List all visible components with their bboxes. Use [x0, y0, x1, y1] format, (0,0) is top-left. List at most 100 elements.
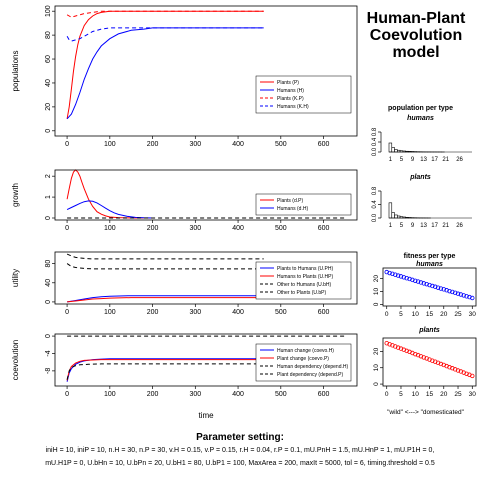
figure-title-line: Coevolution: [369, 27, 463, 44]
panel-subtitle: plants: [409, 174, 431, 181]
x-tick-label: 21: [442, 157, 449, 163]
scatter-point: [450, 289, 455, 295]
scatter-point: [438, 361, 444, 367]
y-tick-label: 0: [373, 302, 380, 306]
panel-subtitle: plants: [418, 327, 440, 334]
scatter-point: [404, 275, 409, 281]
scatter-point: [393, 272, 398, 277]
x-tick-label: 21: [442, 223, 449, 229]
series-line: [66, 200, 153, 219]
scatter-point: [413, 351, 418, 357]
scatter-point: [413, 278, 418, 283]
scatter-point: [430, 358, 435, 363]
legend-entry: Other to Plants (U.bP): [277, 290, 327, 296]
legend-box: [255, 193, 352, 216]
legend-entry: Other to Humans (U.bH): [277, 282, 332, 288]
scatter-point: [398, 274, 404, 279]
scatter-point: [447, 365, 452, 370]
y-axis-label: populations: [11, 51, 20, 92]
panel-title: population per type: [388, 105, 453, 112]
coevolution-panel: 0 100 200 300 400 500 600 0 -4 -8 coevolution time H…: [11, 334, 352, 420]
figure-title-line: Human-Plant: [366, 10, 466, 27]
x-tick-label: 0: [385, 311, 389, 318]
y-axis-label: growth: [11, 183, 20, 207]
x-tick-label: 600: [318, 141, 330, 148]
x-tick-label: 200: [147, 309, 159, 316]
x-tick-label: 15: [426, 311, 434, 318]
y-tick-label: 20: [45, 103, 52, 111]
x-tick-label: 9: [411, 223, 415, 229]
x-tick-label: 600: [318, 225, 330, 232]
parameter-line-1: iniH = 10, iniP = 10, n.H = 30, n.P = 30…: [45, 447, 435, 454]
scatter-point: [395, 345, 401, 350]
y-tick-label: 60: [45, 55, 52, 63]
x-tick-label: 0: [65, 391, 69, 398]
legend-entry: Plant dependency (depend.P): [277, 372, 343, 378]
y-tick-label: 20: [373, 275, 380, 283]
x-tick-label: 300: [189, 225, 201, 232]
population-per-type-plants-panel: 0.0 0.4 0.8 1 5 9 13 17 21 26 plants: [372, 174, 472, 229]
legend-entry: Plant change (coevo.P): [277, 356, 329, 362]
scatter-point: [435, 285, 441, 290]
scatter-point: [447, 288, 452, 294]
y-tick-label: 80: [45, 260, 52, 268]
x-tick-label: 200: [147, 225, 159, 232]
figure-title: Human-Plant Coevolution model: [356, 10, 476, 61]
fitness-per-type-plants-panel: 0 5 10 15 20 25 30 0 10 20 plants "wild" <---> "dom…: [373, 327, 476, 416]
x-tick-label: 300: [189, 391, 201, 398]
series-line: [66, 263, 264, 270]
series-line: [66, 363, 264, 380]
x-tick-label: 9: [411, 157, 415, 163]
x-tick-label: 1: [389, 157, 393, 163]
scatter-point: [438, 286, 444, 291]
x-tick-label: 600: [318, 309, 330, 316]
series-line: [66, 27, 264, 42]
x-tick-label: 400: [232, 225, 244, 232]
scatter-point: [464, 371, 469, 376]
y-tick-label: 0: [45, 300, 52, 304]
legend-entry: Plants (P): [277, 80, 299, 86]
y-tick-label: 0: [45, 334, 52, 338]
x-tick-label: 25: [454, 391, 462, 398]
scatter-point: [427, 282, 432, 288]
panel-subtitle: humans: [407, 115, 434, 122]
series-line: [67, 297, 264, 303]
scatter-point: [455, 368, 461, 373]
legend-entry: Plants (K.P): [277, 96, 304, 102]
parameter-heading: Parameter setting:: [196, 432, 284, 443]
x-tick-label: 5: [399, 391, 403, 398]
series-line: [66, 27, 264, 120]
x-tick-label: 400: [232, 391, 244, 398]
panel-title: fitness per type: [404, 253, 456, 260]
scatter-point: [407, 276, 412, 282]
scatter-point: [470, 295, 475, 301]
series-line: [66, 10, 264, 119]
x-tick-label: 100: [104, 141, 116, 148]
x-tick-label: 200: [147, 391, 159, 398]
x-tick-label: 100: [104, 225, 116, 232]
legend-entry: Humans (K.H): [277, 104, 309, 110]
series-line: [66, 358, 264, 382]
x-tick-label: 0: [65, 225, 69, 232]
scatter-point: [458, 292, 464, 297]
y-tick-label: 0.4: [372, 200, 378, 209]
y-axis-label: utility: [11, 269, 20, 287]
y-axis-label: coevolution: [11, 340, 20, 380]
x-tick-label: 500: [275, 309, 287, 316]
series-line: [67, 295, 264, 303]
populations-panel: 0 100 200 300 400 500 600 0 20 40 60 80 100 populatio…: [11, 5, 352, 148]
bar: [394, 214, 398, 219]
x-tick-label: 10: [412, 391, 420, 398]
bar: [391, 212, 395, 219]
y-tick-label: 1: [45, 195, 52, 199]
bar: [394, 149, 398, 153]
x-tick-label: 300: [189, 309, 201, 316]
x-tick-label: 5: [400, 223, 404, 229]
y-tick-label: -4: [45, 350, 52, 356]
x-tick-label: 5: [400, 157, 404, 163]
x-tick-label: 300: [189, 141, 201, 148]
scatter-point: [461, 293, 466, 298]
x-tick-label: 26: [456, 223, 463, 229]
scatter-point: [390, 271, 395, 276]
